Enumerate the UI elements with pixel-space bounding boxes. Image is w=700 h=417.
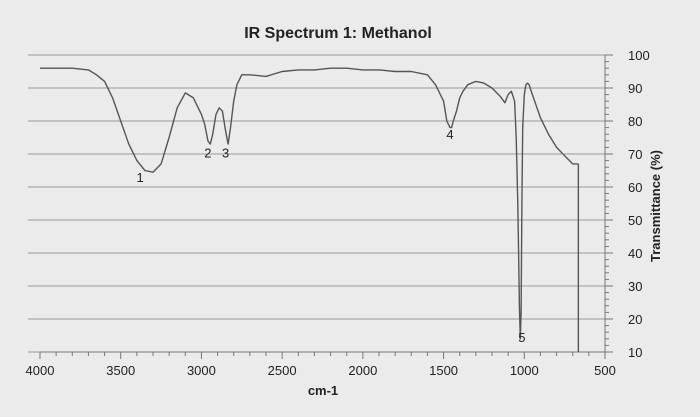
spectrum-line-0 [40,67,579,340]
y-tick-label: 20 [628,312,642,327]
y-tick-label: 90 [628,81,642,96]
peak-label-3: 3 [222,145,229,160]
peak-annotations: 12 345 [136,127,525,345]
y-tick-label: 10 [628,345,642,360]
x-tick-label: 4000 [26,363,55,378]
y-tick-label: 80 [628,114,642,129]
x-tick-label: 2500 [268,363,297,378]
x-tick-label: 500 [594,363,616,378]
x-tick-label: 1500 [429,363,458,378]
x-axis-label: cm-1 [308,383,338,398]
chart-title: IR Spectrum 1: Methanol [244,25,432,42]
x-tick-label: 2000 [348,363,377,378]
peak-label-5: 5 [518,330,525,345]
y-tick-label: 60 [628,180,642,195]
y-tick-label: 30 [628,279,642,294]
x-tick-label: 3000 [187,363,216,378]
y-axis-ticks: 100 90 80 70 60 50 40 30 20 10 [604,48,650,360]
series-group [40,67,580,352]
peak-label-2: 2 [204,145,211,160]
y-tick-label: 40 [628,246,642,261]
y-tick-label: 100 [628,48,650,63]
x-axis-ticks: 4000 3500 3000 2500 2000 1500 1000 500 [26,351,616,378]
y-tick-label: 50 [628,213,642,228]
peak-label-1: 1 [136,170,143,185]
peak-label-4: 4 [446,127,453,142]
y-axis-label: Transmittance (%) [648,150,663,262]
x-tick-label: 3500 [106,363,135,378]
x-tick-label: 1000 [510,363,539,378]
y-tick-label: 70 [628,147,642,162]
